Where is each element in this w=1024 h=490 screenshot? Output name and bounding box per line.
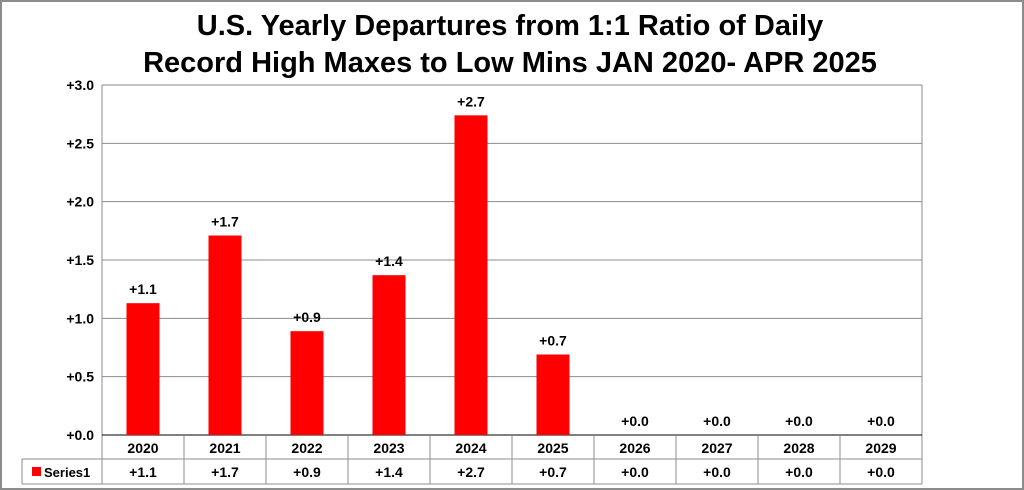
bar-2024 [454,115,488,435]
table-value-2022: +0.9 [293,464,321,480]
data-label-2023: +1.4 [375,253,403,269]
bar-2021 [208,235,242,435]
category-label-2022: 2022 [291,440,322,456]
bar-2023 [372,275,406,435]
bar-2025 [536,354,570,435]
category-label-2028: 2028 [783,440,814,456]
data-label-2025: +0.7 [539,333,567,349]
data-label-2026: +0.0 [621,413,649,429]
table-value-2029: +0.0 [867,464,895,480]
data-label-2024: +2.7 [457,93,485,109]
table-value-2024: +2.7 [457,464,485,480]
chart-title-line-2: Record High Maxes to Low Mins JAN 2020- … [143,47,877,79]
bar-2020 [126,303,160,435]
data-label-2029: +0.0 [867,413,895,429]
chart-title-line-1: U.S. Yearly Departures from 1:1 Ratio of… [196,10,824,42]
chart-title: U.S. Yearly Departures from 1:1 Ratio of… [0,8,1020,82]
category-label-2027: 2027 [701,440,732,456]
y-tick-label: +3.0 [66,77,94,93]
category-label-2029: 2029 [865,440,896,456]
y-tick-label: +2.0 [66,194,94,210]
legend-label: Series1 [44,465,90,480]
table-value-2025: +0.7 [539,464,567,480]
data-label-2022: +0.9 [293,309,321,325]
category-label-2021: 2021 [209,440,240,456]
data-label-2020: +1.1 [129,281,157,297]
category-label-2023: 2023 [373,440,404,456]
category-label-2026: 2026 [619,440,650,456]
y-tick-label: +0.0 [66,427,94,443]
table-value-2026: +0.0 [621,464,649,480]
table-value-2020: +1.1 [129,464,157,480]
table-value-2027: +0.0 [703,464,731,480]
category-label-2020: 2020 [127,440,158,456]
y-tick-label: +1.5 [66,252,94,268]
legend-swatch [32,467,41,476]
table-value-2021: +1.7 [211,464,239,480]
data-label-2027: +0.0 [703,413,731,429]
category-label-2024: 2024 [455,440,486,456]
y-tick-label: +2.5 [66,135,94,151]
category-label-2025: 2025 [537,440,568,456]
bar-2022 [290,331,324,435]
y-tick-label: +1.0 [66,310,94,326]
data-label-2021: +1.7 [211,214,239,230]
table-value-2023: +1.4 [375,464,403,480]
table-value-2028: +0.0 [785,464,813,480]
data-label-2028: +0.0 [785,413,813,429]
y-tick-label: +0.5 [66,369,94,385]
